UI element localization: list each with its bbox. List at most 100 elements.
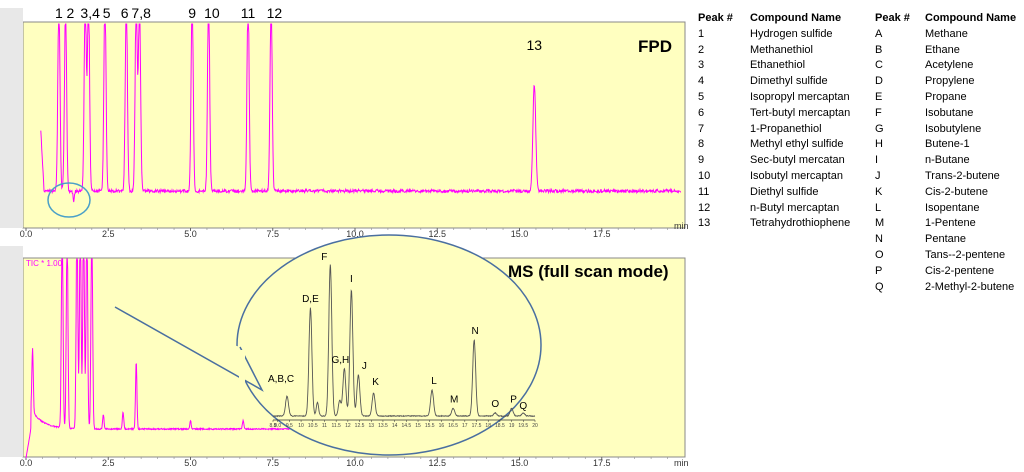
legend-row: 10 Isobutyl mercaptan — [698, 169, 850, 185]
legend-peak-id: 12 — [698, 201, 711, 214]
fpd-left-strip — [0, 8, 23, 228]
legend-peak-id: F — [875, 106, 882, 119]
legend-peak-id: 5 — [698, 90, 705, 103]
inset-peak-label: P — [510, 394, 517, 405]
inset-peak-label: M — [450, 394, 458, 405]
inset-peak-label: K — [372, 377, 379, 388]
fpd-plot-area — [22, 21, 686, 229]
legend-compound-name: Diethyl sulfide — [750, 185, 819, 198]
legend-peak-id: 6 — [698, 106, 705, 119]
legend-row: Q 2-Methyl-2-butene — [875, 280, 1016, 296]
legend-row: A Methane — [875, 27, 1016, 43]
legend-compound-name: Propane — [925, 90, 967, 103]
legend-row: 1 Hydrogen sulfide — [698, 27, 850, 43]
legend-peak-id: 8 — [698, 138, 705, 151]
inset-tick-label: 10 — [298, 423, 304, 429]
x-tick-label: 10.0 — [346, 458, 364, 468]
legend-compound-name: Dimethyl sulfide — [750, 75, 828, 88]
legend-row: E Propane — [875, 90, 1016, 106]
legend-row: 9 Sec-butyl mercatan — [698, 153, 850, 169]
ms-x-unit: min — [674, 458, 689, 468]
legend-row: N Pentane — [875, 232, 1016, 248]
fpd-title: FPD — [638, 37, 672, 56]
ms-peak-legend: Peak # Compound Name A Methane B Ethane C Ace… — [875, 11, 1016, 295]
inset-tick-label: 17 — [462, 423, 468, 429]
legend-peak-id: 7 — [698, 122, 705, 135]
legend-compound-name: Hydrogen sulfide — [750, 27, 833, 40]
inset-peak-label: F — [321, 252, 327, 263]
inset-tick-label: 10.5 — [308, 423, 318, 429]
inset-tick-label: 12.5 — [355, 423, 365, 429]
fpd-panel: 0.0 2.5 5.0 7.5 10.0 12.5 15.0 17.5 1 2 3,4 5 6 7,8 9… — [0, 5, 689, 239]
legend-right-header-name: Compound Name — [925, 12, 1017, 24]
legend-peak-id: A — [875, 27, 883, 40]
inset-peak-label: J — [362, 361, 367, 372]
x-tick-label: 15.0 — [511, 229, 529, 239]
legend-peak-id: 2 — [698, 43, 705, 56]
x-tick-label: 12.5 — [428, 458, 446, 468]
peak-label: 7,8 — [131, 5, 151, 21]
inset-tick-label: 13 — [368, 423, 374, 429]
legend-peak-id: E — [875, 90, 883, 103]
inset-tick-label: 14.5 — [401, 423, 411, 429]
legend-compound-name: Isopentane — [925, 201, 980, 214]
legend-peak-id: K — [875, 185, 883, 198]
legend-row: 4 Dimethyl sulfide — [698, 74, 850, 90]
legend-peak-id: G — [875, 122, 884, 135]
zoom-ellipse — [236, 234, 542, 456]
inset-tick-label: 19 — [509, 423, 515, 429]
inset-tick-label: 20 — [532, 423, 538, 429]
legend-compound-name: Tert-butyl mercaptan — [750, 106, 851, 119]
fpd-highlight-circle — [47, 182, 91, 218]
inset-tick-label: 11 — [322, 423, 327, 429]
legend-peak-id: 3 — [698, 59, 705, 72]
inset-tick-label: 11.5 — [331, 423, 341, 429]
legend-compound-name: Isopropyl mercaptan — [750, 90, 850, 103]
ms-panel: 0.0 2.5 5.0 7.5 10.0 12.5 15.0 17.5 TIC * 1.00 … — [0, 234, 689, 468]
ms-title: MS (full scan mode) — [508, 262, 669, 281]
x-tick-label: 0.0 — [20, 229, 33, 239]
legend-peak-id: I — [875, 154, 879, 167]
legend-peak-id: M — [875, 217, 885, 230]
legend-row: 12 n-Butyl mercaptan — [698, 201, 850, 217]
fpd-peak-legend: Peak # Compound Name 1 Hydrogen sulfide 2 M… — [698, 11, 850, 232]
legend-row: B Ethane — [875, 43, 1016, 59]
legend-row: 2 Methanethiol — [698, 43, 850, 59]
peak-label: 5 — [103, 5, 111, 21]
inset-tick-label: 17.5 — [472, 423, 482, 429]
legend-compound-name: Butene-1 — [925, 138, 970, 151]
legend-peak-id: Q — [875, 280, 884, 293]
legend-compound-name: 1-Propanethiol — [750, 122, 822, 135]
legend-row: F Isobutane — [875, 106, 1016, 122]
legend-compound-name: Acetylene — [925, 59, 974, 72]
zoom-pointer — [114, 306, 264, 392]
inset-peak-label: D,E — [302, 294, 319, 305]
x-tick-label: 7.5 — [266, 229, 279, 239]
legend-row: G Isobutylene — [875, 122, 1016, 138]
legend-peak-id: H — [875, 138, 883, 151]
legend-compound-name: Pentane — [925, 233, 966, 246]
x-tick-label: 0.0 — [20, 458, 33, 468]
legend-right-header-peak: Peak # — [875, 12, 910, 24]
peak-label: 1 — [55, 5, 63, 21]
legend-compound-name: Ethanethiol — [750, 59, 806, 72]
inset-peak-label: L — [431, 376, 437, 387]
fpd-x-unit: min — [674, 221, 689, 231]
legend-row: 5 Isopropyl mercaptan — [698, 90, 850, 106]
legend-compound-name: Methane — [925, 27, 968, 40]
x-tick-label: 7.5 — [266, 458, 279, 468]
legend-compound-name: 1-Pentene — [925, 217, 976, 230]
legend-compound-name: n-Butyl mercaptan — [750, 201, 840, 214]
legend-compound-name: Trans-2-butene — [925, 169, 1000, 182]
legend-row: H Butene-1 — [875, 137, 1016, 153]
legend-row: 13 Tetrahydrothiophene — [698, 216, 850, 232]
legend-row: P Cis-2-pentene — [875, 264, 1016, 280]
legend-peak-id: O — [875, 248, 884, 261]
x-tick-label: 17.5 — [593, 458, 611, 468]
x-tick-label: 2.5 — [102, 458, 115, 468]
legend-compound-name: Cis-2-butene — [925, 185, 988, 198]
inset-tick-label: 9.5 — [286, 423, 293, 429]
legend-peak-id: J — [875, 169, 881, 182]
legend-peak-id: N — [875, 233, 883, 246]
